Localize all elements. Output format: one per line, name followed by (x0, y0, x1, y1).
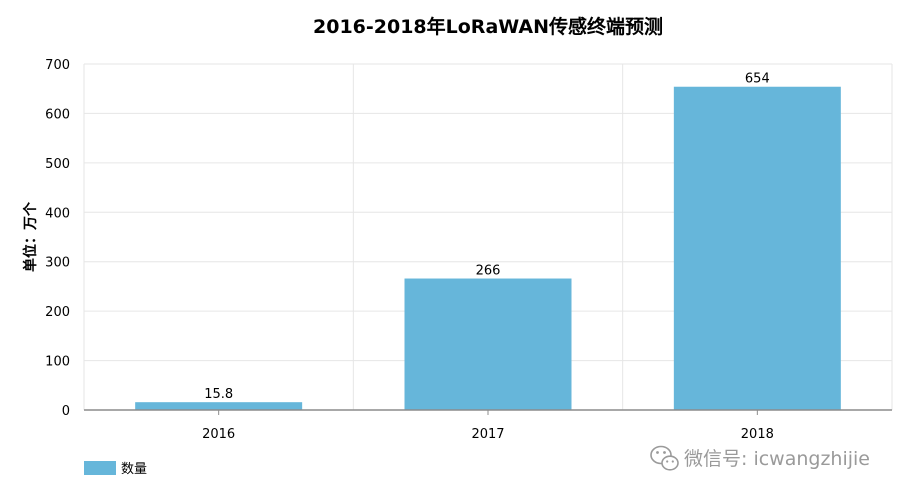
bar-2018 (673, 86, 841, 410)
y-axis-label: 单位：万个 (22, 201, 39, 272)
y-tick-label: 600 (45, 107, 70, 122)
y-axis-ticks: 0 100 200 300 400 500 600 700 (45, 58, 70, 419)
legend-swatch (84, 461, 116, 475)
watermark-text: 微信号: icwangzhijie (684, 448, 870, 470)
y-tick-label: 100 (45, 355, 70, 370)
x-tick-label-2017: 2017 (471, 427, 504, 442)
x-tick-label-2016: 2016 (202, 427, 235, 442)
grid (83, 63, 893, 410)
y-tick-label: 300 (45, 256, 70, 271)
legend: 数量 (84, 461, 147, 477)
x-axis-ticks: 2016 2017 2018 (202, 410, 774, 442)
y-tick-label: 400 (45, 206, 70, 221)
data-labels: 15.8 266 654 (204, 72, 770, 402)
watermark: 微信号: icwangzhijie (650, 445, 870, 471)
data-label-2016: 15.8 (204, 387, 233, 402)
y-tick-label: 0 (62, 404, 70, 419)
y-tick-label: 500 (45, 157, 70, 172)
data-label-2017: 266 (476, 264, 501, 279)
bars (135, 86, 841, 410)
x-tick-label-2018: 2018 (741, 427, 774, 442)
chart-title: 2016-2018年LoRaWAN传感终端预测 (313, 15, 663, 38)
data-label-2018: 654 (745, 72, 770, 87)
wechat-icon (650, 445, 679, 471)
legend-label: 数量 (121, 462, 147, 477)
bar-2016 (135, 402, 303, 410)
y-tick-label: 200 (45, 305, 70, 320)
y-tick-label: 700 (45, 58, 70, 73)
bar-2017 (404, 278, 572, 410)
